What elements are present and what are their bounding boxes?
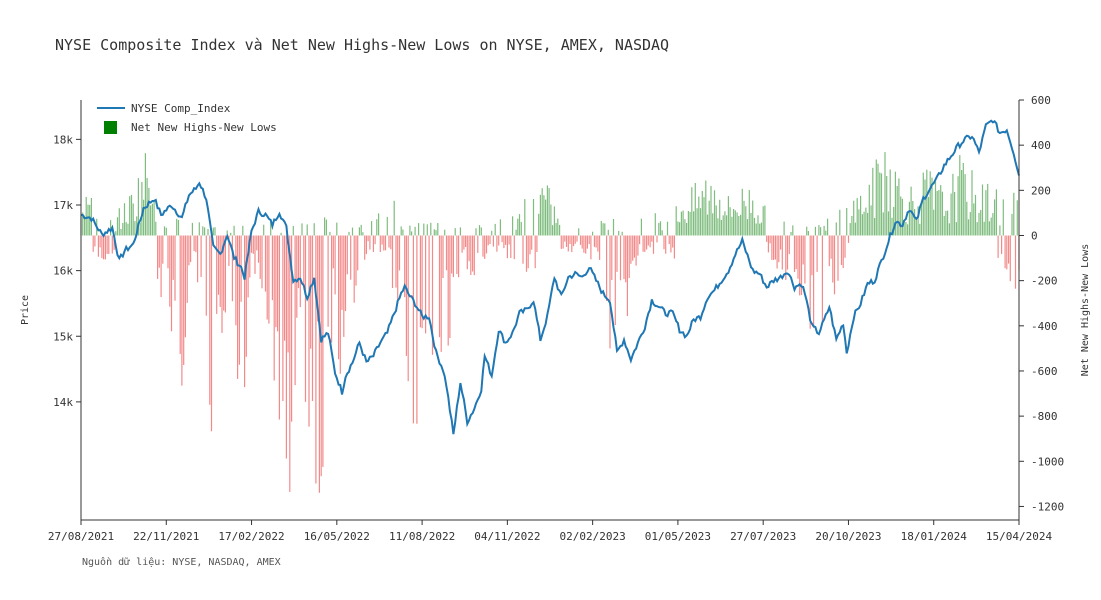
left-tick-label: 14k <box>53 396 73 409</box>
x-tick-label: 04/11/2022 <box>474 530 540 543</box>
negative-bars <box>92 235 1020 493</box>
source-note: Nguồn dữ liệu: NYSE, NASDAQ, AMEX <box>82 556 281 568</box>
x-tick-label: 22/11/2021 <box>133 530 199 543</box>
x-tick-label: 15/04/2024 <box>986 530 1053 543</box>
right-tick-label: -200 <box>1031 275 1058 288</box>
x-tick-label: 20/10/2023 <box>815 530 881 543</box>
right-tick-label: 200 <box>1031 184 1051 197</box>
x-tick-label: 16/05/2022 <box>304 530 370 543</box>
x-tick-label: 17/02/2022 <box>218 530 284 543</box>
right-tick-label: -1200 <box>1031 500 1064 513</box>
right-axis-ticks: -1200 -1000 -800 -600 -400 -200 0 200 400 600 <box>1019 94 1064 513</box>
legend-bar-swatch <box>104 121 117 134</box>
nyse-comp-index-line <box>80 119 1020 435</box>
x-tick-label: 18/01/2024 <box>901 530 968 543</box>
left-tick-label: 18k <box>53 133 73 146</box>
right-tick-label: -400 <box>1031 320 1058 333</box>
right-axis-label: Net New Highs-New Lows <box>1080 244 1091 376</box>
left-axis-label: Price <box>20 295 31 325</box>
legend-label-bars: Net New Highs-New Lows <box>131 121 277 134</box>
positive-bars <box>80 152 1018 236</box>
right-tick-label: 400 <box>1031 139 1051 152</box>
right-tick-label: -1000 <box>1031 455 1064 468</box>
x-tick-label: 27/07/2023 <box>730 530 796 543</box>
legend: NYSE Comp_Index Net New Highs-New Lows <box>97 102 277 134</box>
legend-label-index: NYSE Comp_Index <box>131 102 231 115</box>
left-tick-label: 17k <box>53 199 73 212</box>
x-tick-label: 01/05/2023 <box>645 530 711 543</box>
x-tick-label: 02/02/2023 <box>560 530 626 543</box>
chart-title: NYSE Composite Index và Net New Highs-Ne… <box>55 36 669 54</box>
right-tick-label: -600 <box>1031 365 1058 378</box>
x-tick-label: 27/08/2021 <box>48 530 114 543</box>
left-tick-label: 15k <box>53 330 73 343</box>
left-tick-label: 16k <box>53 265 73 278</box>
x-axis-ticks: 27/08/2021 22/11/2021 17/02/2022 16/05/2022… <box>48 520 1053 543</box>
right-tick-label: 0 <box>1031 229 1038 242</box>
right-tick-label: 600 <box>1031 94 1051 107</box>
left-axis-ticks: 14k 15k 16k 17k 18k <box>53 133 81 409</box>
right-tick-label: -800 <box>1031 410 1058 423</box>
x-tick-label: 11/08/2022 <box>389 530 455 543</box>
